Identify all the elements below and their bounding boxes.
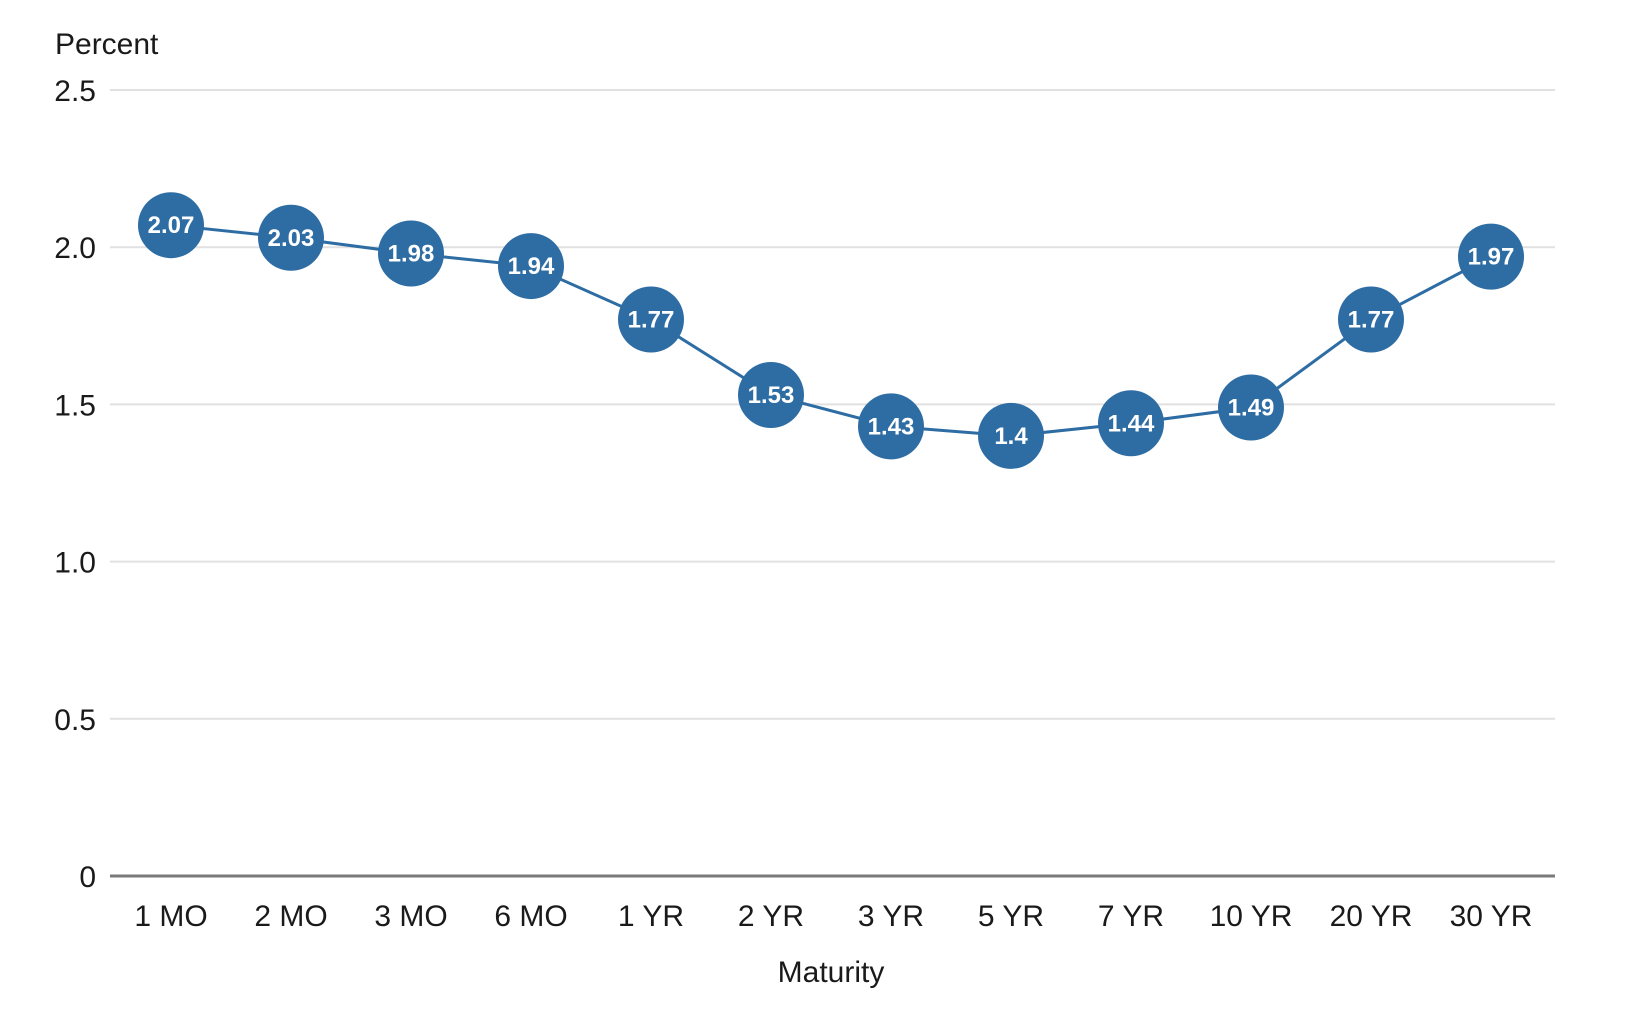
data-label: 1.77 xyxy=(1348,307,1395,334)
data-point xyxy=(1098,390,1164,457)
data-label: 2.03 xyxy=(268,225,315,252)
data-label: 1.98 xyxy=(388,240,435,267)
x-tick-label: 1 YR xyxy=(618,900,684,933)
y-tick-label: 2.0 xyxy=(54,232,96,265)
data-point xyxy=(618,286,684,353)
gridlines xyxy=(110,89,1555,720)
y-tick-label: 1.0 xyxy=(54,547,96,580)
data-label: 1.53 xyxy=(748,382,795,409)
data-label: 1.94 xyxy=(508,253,555,280)
x-axis-title: Maturity xyxy=(778,956,885,989)
data-point xyxy=(858,393,924,460)
data-point xyxy=(1458,223,1524,290)
data-point xyxy=(258,204,324,271)
x-tick-label: 6 MO xyxy=(494,900,567,933)
y-tick-label: 2.5 xyxy=(54,75,96,108)
data-point xyxy=(138,192,204,259)
data-label: 1.4 xyxy=(994,423,1028,450)
x-tick-label: 2 MO xyxy=(254,900,327,933)
data-point xyxy=(1218,374,1284,441)
y-tick-label: 1.5 xyxy=(54,389,96,422)
x-tick-label: 7 YR xyxy=(1098,900,1164,933)
data-label: 1.49 xyxy=(1228,395,1275,422)
data-label: 1.77 xyxy=(628,307,675,334)
data-point xyxy=(738,361,804,428)
x-tick-label: 3 MO xyxy=(374,900,447,933)
data-label: 1.44 xyxy=(1108,410,1155,437)
x-tick-label: 5 YR xyxy=(978,900,1044,933)
data-label: 1.97 xyxy=(1468,244,1515,271)
data-label: 2.07 xyxy=(148,212,195,239)
series-yield: 2.07 2.03 1.98 1.94 1.77 1.53 1.43 1.4 1.44 1.49 1… xyxy=(138,192,1524,469)
x-tick-label: 1 MO xyxy=(134,900,207,933)
data-label: 1.43 xyxy=(868,413,915,440)
data-point xyxy=(1338,286,1404,353)
x-tick-label: 3 YR xyxy=(858,900,924,933)
y-tick-label: 0.5 xyxy=(54,704,96,737)
data-point xyxy=(978,402,1044,469)
data-point xyxy=(378,220,444,287)
x-tick-label: 30 YR xyxy=(1450,900,1533,933)
data-point xyxy=(498,233,564,300)
x-tick-label: 10 YR xyxy=(1210,900,1293,933)
y-tick-label: 0 xyxy=(79,861,96,894)
x-tick-label: 2 YR xyxy=(738,900,804,933)
x-tick-label: 20 YR xyxy=(1330,900,1413,933)
tick-labels: 0 0.5 1.0 1.5 2.0 2.5 1 MO 2 MO 3 MO 6 MO 1 YR 2 YR… xyxy=(54,75,1532,933)
y-axis-title: Percent xyxy=(55,28,159,61)
